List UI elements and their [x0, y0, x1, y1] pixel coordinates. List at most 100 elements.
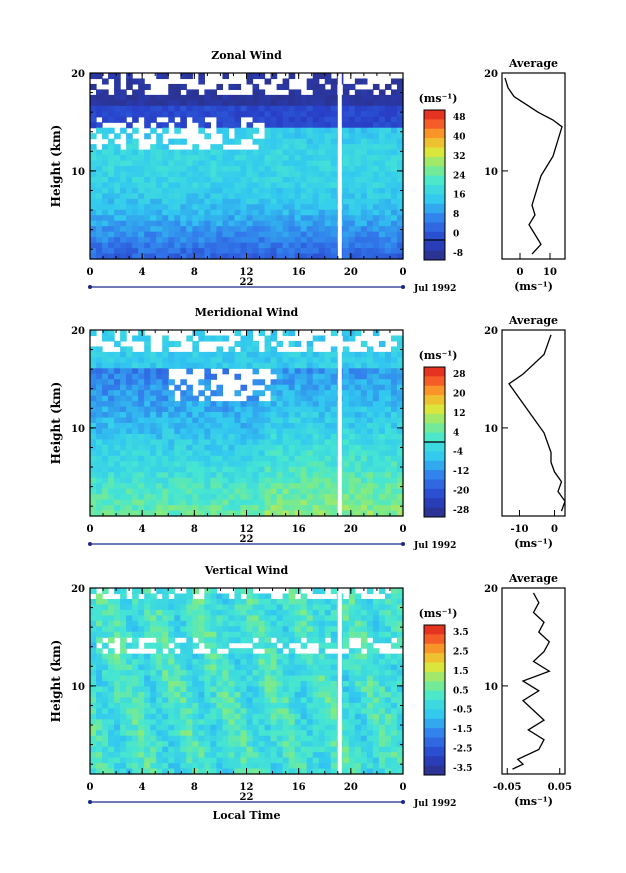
heatmap-cell	[288, 204, 296, 211]
heatmap-cell	[330, 713, 338, 720]
colorbar-band	[424, 451, 445, 462]
average-y-tick-label: 20	[484, 69, 498, 80]
heatmap-cell	[348, 757, 356, 764]
heatmap-cell	[288, 763, 296, 770]
heatmap-cell	[156, 626, 163, 633]
heatmap-cell	[144, 198, 151, 205]
heatmap-cell	[318, 488, 326, 495]
heatmap-cell	[156, 510, 163, 517]
heatmap-cell	[216, 697, 224, 704]
heatmap-cell	[246, 724, 254, 731]
heatmap-cell	[300, 768, 308, 775]
heatmap-cell	[132, 428, 139, 435]
heatmap-cell	[228, 686, 236, 693]
heatmap-cell	[150, 697, 157, 704]
heatmap-cell	[174, 166, 181, 173]
heatmap-cell	[90, 670, 97, 677]
heatmap-cell	[384, 138, 392, 145]
heatmap-cell	[384, 702, 392, 709]
heatmap-cell	[324, 466, 332, 473]
heatmap-cell	[306, 373, 314, 380]
colorbar-band	[424, 175, 445, 186]
heatmap-cell	[150, 187, 157, 194]
heatmap-cell	[210, 472, 217, 479]
heatmap-cell	[162, 741, 169, 748]
heatmap-cell	[324, 433, 332, 441]
heatmap-cell	[210, 719, 217, 726]
heatmap-cell	[108, 708, 115, 715]
heatmap-cell	[126, 708, 133, 715]
heatmap-cell	[216, 741, 224, 748]
heatmap-cell	[180, 182, 187, 189]
heatmap-cell	[222, 149, 230, 156]
heatmap-cell	[318, 659, 326, 666]
heatmap-cell	[132, 226, 139, 233]
heatmap-cell	[288, 176, 296, 184]
colorbar-band	[424, 138, 445, 148]
heatmap-cell	[204, 620, 211, 627]
heatmap-cell	[354, 94, 362, 101]
heatmap-cell	[294, 637, 302, 644]
heatmap-cell	[204, 735, 211, 742]
heatmap-cell	[120, 160, 127, 167]
heatmap-cell	[300, 735, 308, 742]
heatmap-cell	[246, 620, 254, 627]
heatmap-cell	[114, 604, 121, 611]
heatmap-cell	[306, 719, 314, 726]
heatmap-cell	[348, 631, 356, 638]
heatmap-cell	[246, 428, 254, 435]
heatmap-cell	[396, 433, 404, 441]
heatmap-cell	[114, 681, 121, 688]
heatmap-cell	[372, 83, 380, 91]
heatmap-cell	[270, 138, 278, 145]
heatmap-cell	[180, 122, 187, 129]
heatmap-cell	[312, 494, 320, 501]
heatmap-cell	[108, 220, 115, 227]
heatmap-cell	[378, 390, 386, 397]
heatmap-cell	[384, 171, 392, 178]
heatmap-cell	[138, 231, 145, 238]
heatmap-cell	[270, 346, 278, 353]
heatmap-cell	[348, 746, 356, 753]
heatmap-cell	[324, 231, 332, 238]
heatmap-cell	[126, 746, 133, 753]
heatmap-cell	[210, 390, 217, 397]
heatmap-cell	[204, 155, 211, 162]
heatmap-cell	[222, 719, 230, 726]
heatmap-cell	[150, 757, 157, 764]
heatmap-cell	[312, 351, 320, 358]
heatmap-cell	[300, 505, 308, 512]
heatmap-cell	[108, 187, 115, 194]
heatmap-cell	[312, 746, 320, 753]
heatmap-cell	[324, 362, 332, 369]
heatmap-cell	[210, 111, 217, 118]
heatmap-cell	[276, 379, 284, 386]
heatmap-cell	[294, 155, 302, 162]
heatmap-cell	[96, 510, 103, 517]
heatmap-cell	[306, 116, 314, 123]
heatmap-cell	[324, 127, 332, 134]
heatmap-cell	[234, 615, 242, 622]
heatmap-cell	[354, 149, 362, 156]
heatmap-cell	[96, 450, 103, 457]
heatmap-cell	[216, 248, 224, 255]
heatmap-cell	[204, 472, 211, 479]
heatmap-cell	[342, 730, 350, 737]
heatmap-cell	[222, 215, 230, 222]
heatmap-cell	[120, 412, 127, 419]
heatmap-cell	[210, 735, 217, 742]
heatmap-cell	[198, 182, 205, 189]
heatmap-cell	[246, 505, 254, 512]
heatmap-cell	[114, 472, 121, 479]
heatmap-cell	[252, 615, 260, 622]
heatmap-cell	[318, 379, 326, 386]
heatmap-cell	[150, 423, 157, 430]
heatmap-cell	[324, 149, 332, 156]
heatmap-cell	[174, 735, 181, 742]
heatmap-cell	[324, 472, 332, 479]
heatmap-cell	[120, 237, 127, 244]
heatmap-cell	[234, 752, 242, 759]
heatmap-cell	[342, 691, 350, 699]
heatmap-cell	[210, 681, 217, 688]
heatmap-cell	[330, 198, 338, 205]
